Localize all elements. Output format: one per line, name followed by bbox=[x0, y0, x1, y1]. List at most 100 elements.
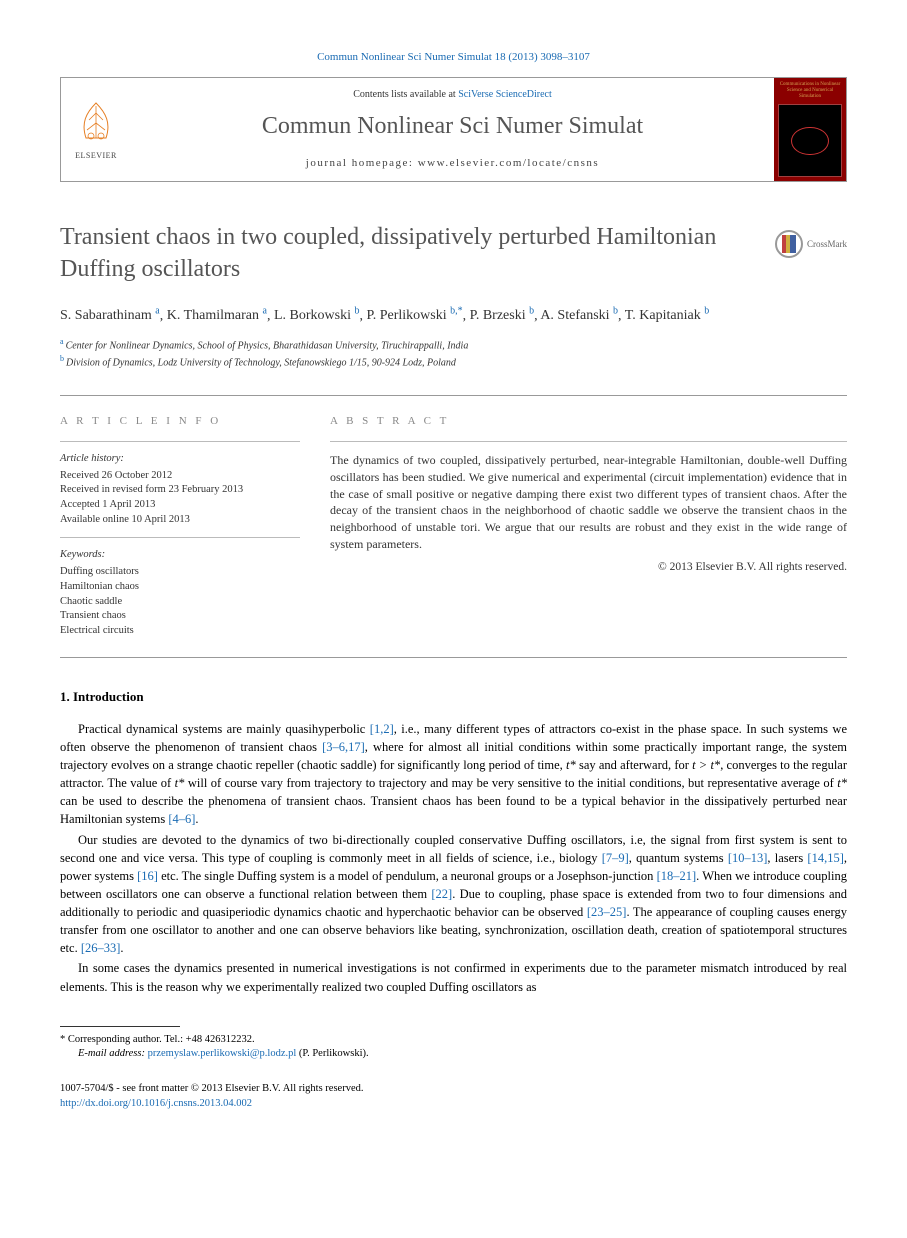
issn-line: 1007-5704/$ - see front matter © 2013 El… bbox=[60, 1082, 847, 1097]
keywords-block: Keywords: Duffing oscillatorsHamiltonian… bbox=[60, 548, 300, 638]
italic-var: t > t* bbox=[692, 758, 720, 772]
email-address[interactable]: przemyslaw.perlikowski@p.lodz.pl bbox=[148, 1048, 297, 1059]
publisher-name: ELSEVIER bbox=[75, 150, 117, 161]
affiliation-line: a Center for Nonlinear Dynamics, School … bbox=[60, 336, 847, 353]
author-affiliation-sup: a bbox=[263, 306, 267, 317]
homepage-url[interactable]: www.elsevier.com/locate/cnsns bbox=[418, 157, 599, 169]
author: L. Borkowski b bbox=[274, 308, 360, 323]
email-author: (P. Perlikowski). bbox=[296, 1048, 368, 1059]
history-heading: Article history: bbox=[60, 452, 300, 467]
author-affiliation-sup: b bbox=[704, 306, 709, 317]
divider bbox=[60, 441, 300, 442]
cover-title: Communications in Nonlinear Science and … bbox=[778, 82, 842, 100]
affiliations: a Center for Nonlinear Dynamics, School … bbox=[60, 336, 847, 371]
article-history: Article history: Received 26 October 201… bbox=[60, 452, 300, 527]
citation-ref[interactable]: [4–6] bbox=[168, 812, 195, 826]
text-run: . bbox=[195, 812, 198, 826]
keyword: Hamiltonian chaos bbox=[60, 580, 300, 595]
cover-image bbox=[778, 104, 842, 177]
crossmark-icon bbox=[775, 230, 803, 258]
affiliation-line: b Division of Dynamics, Lodz University … bbox=[60, 353, 847, 370]
body-paragraph-2: Our studies are devoted to the dynamics … bbox=[60, 831, 847, 958]
affiliation-sup: a bbox=[60, 337, 66, 346]
abstract-text: The dynamics of two coupled, dissipative… bbox=[330, 452, 847, 553]
crossmark-badge[interactable]: CrossMark bbox=[775, 230, 847, 258]
contents-list-line: Contents lists available at SciVerse Sci… bbox=[139, 88, 766, 102]
abstract-column: A B S T R A C T The dynamics of two coup… bbox=[330, 414, 847, 639]
elsevier-tree-icon bbox=[71, 98, 121, 148]
author: P. Brzeski b bbox=[470, 308, 535, 323]
affiliation-sup: b bbox=[60, 354, 66, 363]
abstract-copyright: © 2013 Elsevier B.V. All rights reserved… bbox=[330, 559, 847, 575]
email-label: E-mail address: bbox=[78, 1048, 148, 1059]
citation-ref[interactable]: [22] bbox=[431, 887, 452, 901]
keyword: Electrical circuits bbox=[60, 624, 300, 639]
history-line: Accepted 1 April 2013 bbox=[60, 498, 300, 513]
bottom-block: 1007-5704/$ - see front matter © 2013 El… bbox=[60, 1082, 847, 1111]
text-run: , lasers bbox=[767, 851, 807, 865]
citation-ref[interactable]: [7–9] bbox=[602, 851, 629, 865]
section-1-heading: 1. Introduction bbox=[60, 688, 847, 706]
footer-divider bbox=[60, 1026, 180, 1027]
body-paragraph-1: Practical dynamical systems are mainly q… bbox=[60, 720, 847, 829]
author-affiliation-sup: b bbox=[529, 306, 534, 317]
article-info-column: A R T I C L E I N F O Article history: R… bbox=[60, 414, 300, 639]
body-paragraph-3: In some cases the dynamics presented in … bbox=[60, 959, 847, 995]
divider bbox=[60, 537, 300, 538]
author-affiliation-sup: a bbox=[155, 306, 159, 317]
text-run: . bbox=[120, 941, 123, 955]
text-run: say and afterward, for bbox=[576, 758, 692, 772]
info-abstract-row: A R T I C L E I N F O Article history: R… bbox=[60, 395, 847, 658]
author-affiliation-sup: b bbox=[613, 306, 618, 317]
history-line: Received in revised form 23 February 201… bbox=[60, 483, 300, 498]
divider bbox=[330, 441, 847, 442]
history-line: Available online 10 April 2013 bbox=[60, 513, 300, 528]
keyword: Chaotic saddle bbox=[60, 595, 300, 610]
citation-ref[interactable]: [1,2] bbox=[370, 722, 394, 736]
citation-ref[interactable]: [14,15] bbox=[807, 851, 843, 865]
author-list: S. Sabarathinam a, K. Thamilmaran a, L. … bbox=[60, 305, 847, 326]
article-header: Transient chaos in two coupled, dissipat… bbox=[60, 222, 847, 284]
keyword: Transient chaos bbox=[60, 609, 300, 624]
homepage-label: journal homepage: bbox=[306, 157, 418, 169]
author: T. Kapitaniak b bbox=[625, 308, 709, 323]
text-run: Practical dynamical systems are mainly q… bbox=[78, 722, 370, 736]
citation-ref[interactable]: [18–21] bbox=[657, 869, 697, 883]
author: A. Stefanski b bbox=[540, 308, 618, 323]
text-run: etc. The single Duffing system is a mode… bbox=[158, 869, 657, 883]
text-run: , quantum systems bbox=[629, 851, 728, 865]
header-center: Contents lists available at SciVerse Sci… bbox=[131, 78, 774, 181]
author-affiliation-sup: b,* bbox=[450, 306, 463, 317]
italic-var: t* bbox=[837, 776, 847, 790]
italic-var: t* bbox=[566, 758, 576, 772]
journal-header: ELSEVIER Contents lists available at Sci… bbox=[60, 77, 847, 182]
article-info-label: A R T I C L E I N F O bbox=[60, 414, 300, 429]
author: K. Thamilmaran a bbox=[167, 308, 267, 323]
top-citation: Commun Nonlinear Sci Numer Simulat 18 (2… bbox=[60, 50, 847, 65]
contents-prefix: Contents lists available at bbox=[353, 89, 458, 100]
corresponding-author: * Corresponding author. Tel.: +48 426312… bbox=[60, 1033, 847, 1048]
citation-ref[interactable]: [3–6,17] bbox=[322, 740, 365, 754]
journal-name: Commun Nonlinear Sci Numer Simulat bbox=[139, 110, 766, 144]
crossmark-label: CrossMark bbox=[807, 238, 847, 251]
text-run: will of course vary from trajectory to t… bbox=[184, 776, 837, 790]
author: P. Perlikowski b,* bbox=[366, 308, 462, 323]
history-line: Received 26 October 2012 bbox=[60, 469, 300, 484]
author-affiliation-sup: b bbox=[354, 306, 359, 317]
elsevier-logo: ELSEVIER bbox=[61, 78, 131, 181]
citation-ref[interactable]: [26–33] bbox=[81, 941, 121, 955]
abstract-label: A B S T R A C T bbox=[330, 414, 847, 429]
email-line: E-mail address: przemyslaw.perlikowski@p… bbox=[60, 1047, 847, 1062]
keyword: Duffing oscillators bbox=[60, 565, 300, 580]
citation-ref[interactable]: [23–25] bbox=[587, 905, 627, 919]
keywords-heading: Keywords: bbox=[60, 548, 300, 563]
author: S. Sabarathinam a bbox=[60, 308, 160, 323]
journal-cover-thumbnail: Communications in Nonlinear Science and … bbox=[774, 78, 846, 181]
italic-var: t* bbox=[175, 776, 185, 790]
doi-link[interactable]: http://dx.doi.org/10.1016/j.cnsns.2013.0… bbox=[60, 1097, 847, 1112]
citation-ref[interactable]: [16] bbox=[137, 869, 158, 883]
journal-homepage: journal homepage: www.elsevier.com/locat… bbox=[139, 156, 766, 171]
article-title: Transient chaos in two coupled, dissipat… bbox=[60, 222, 847, 284]
citation-ref[interactable]: [10–13] bbox=[728, 851, 768, 865]
sciencedirect-link[interactable]: SciVerse ScienceDirect bbox=[458, 89, 552, 100]
